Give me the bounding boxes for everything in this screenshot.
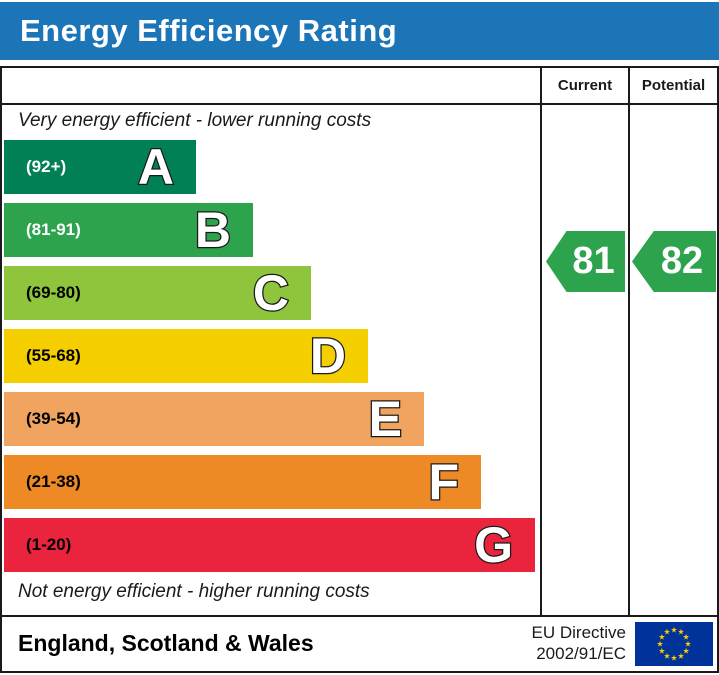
caption-very-efficient: Very energy efficient - lower running co… [18,110,372,131]
band-letter: D [309,328,348,385]
band-letter: B [194,202,233,259]
band-range-label: (92+) [26,157,67,176]
band-row: (1-20) G [4,517,535,574]
band-row: (21-38) F [4,454,481,511]
potential-rating-arrow: 82 [632,231,716,292]
eu-flag-icon [635,622,713,666]
band-row: (69-80) C [4,265,311,322]
current-rating-arrow: 81 [546,231,625,292]
potential-rating-value: 82 [660,240,704,282]
eu-directive-line1: EU Directive [531,623,626,642]
band-letter: A [137,139,176,196]
band-letter: F [427,454,460,511]
band-row: (81-91) B [4,202,253,259]
header-underline [2,103,717,105]
band-range-label: (55-68) [26,346,81,365]
potential-column-header: Potential [641,77,706,94]
page-title: Energy Efficiency Rating [20,13,398,48]
band-row: (39-54) E [4,391,424,448]
eu-directive-label: EU Directive 2002/91/EC [406,622,626,664]
band-range-label: (1-20) [26,535,72,554]
title-bar: Energy Efficiency Rating [0,2,719,60]
band-range-label: (21-38) [26,472,81,491]
bands: (92+) A (81-91) B (69-80) C (55-68) D (3… [4,139,535,581]
footer: England, Scotland & Wales EU Directive 2… [0,617,719,673]
rating-table: Current Potential Very energy efficient … [0,66,719,617]
band-letter: G [473,517,514,574]
current-column-header: Current [557,77,613,94]
band-range-label: (39-54) [26,409,81,428]
band-range-label: (69-80) [26,283,81,302]
caption-not-efficient: Not energy efficient - higher running co… [18,581,370,602]
current-rating-value: 81 [572,240,615,282]
band-range-label: (81-91) [26,220,81,239]
band-row: (92+) A [4,139,196,196]
band-row: (55-68) D [4,328,368,385]
band-letter: E [367,391,403,448]
band-letter: C [252,265,291,322]
potential-column-divider [628,68,630,615]
current-column-divider [540,68,542,615]
eu-directive-line2: 2002/91/EC [536,644,626,663]
region-label: England, Scotland & Wales [18,629,314,656]
